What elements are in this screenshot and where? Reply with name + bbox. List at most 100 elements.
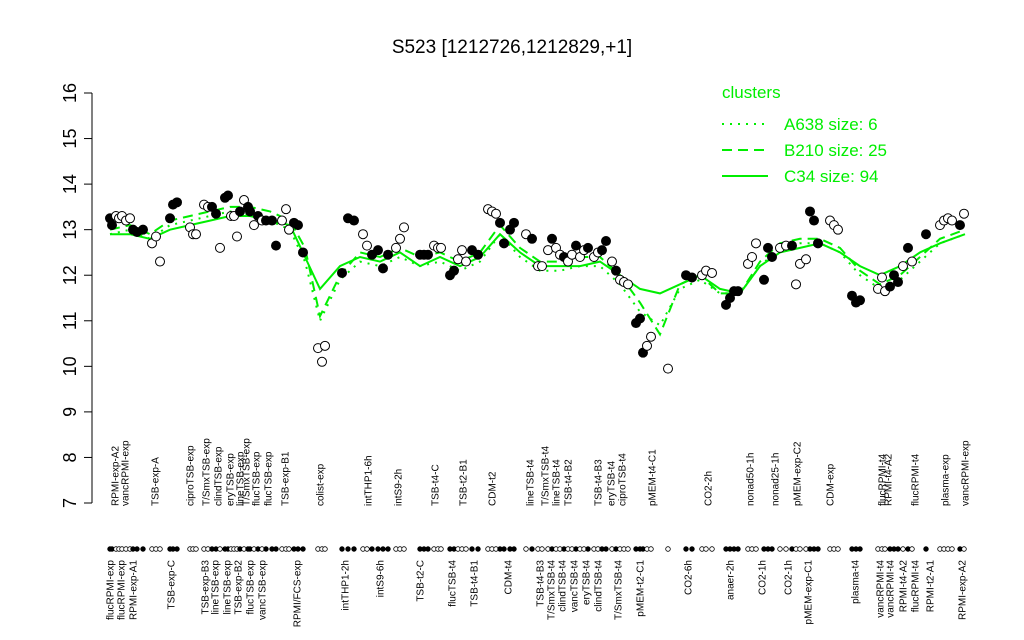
- x-tick-label: T/SmxTSB-t4: [547, 560, 558, 620]
- x-tick-label: eryTSB-t4: [582, 560, 593, 605]
- data-point: [298, 247, 308, 258]
- data-point: [358, 229, 368, 240]
- rug-dot: [295, 546, 301, 552]
- data-point: [955, 220, 965, 231]
- x-tick-label: clindTSB-t4: [594, 560, 605, 612]
- data-point: [877, 272, 887, 283]
- x-top-label: lineTSB-exp: [236, 451, 247, 506]
- data-point: [337, 267, 347, 278]
- data-point: [759, 274, 769, 285]
- data-point: [947, 215, 957, 226]
- rug-dot: [882, 546, 888, 552]
- data-point: [423, 249, 433, 260]
- data-point: [751, 238, 761, 249]
- x-tick-label: T/SmxTSB-t4: [614, 560, 625, 620]
- rug-dot: [193, 546, 199, 552]
- data-point: [707, 267, 717, 278]
- y-tick-label: 9: [60, 407, 80, 417]
- data-point: [611, 265, 621, 276]
- data-point: [687, 272, 697, 283]
- data-point: [281, 204, 291, 215]
- rug-dot: [300, 546, 306, 552]
- rug-dot: [380, 546, 386, 552]
- x-top-label: T/SmxTSB-t4: [541, 446, 552, 506]
- data-point: [571, 240, 581, 251]
- x-tick-label: TSB-exp-B3: [201, 560, 212, 615]
- x-tick-label: clindTSB-t4: [558, 560, 569, 612]
- x-tick-label: RPMI/FCS-exp: [293, 560, 304, 628]
- x-tick-label: CDM-t4: [504, 560, 515, 595]
- x-top-label: flucRPMI-t4: [878, 453, 889, 506]
- data-point: [151, 231, 161, 242]
- data-point: [125, 213, 135, 224]
- data-point: [495, 217, 505, 228]
- rug-dot: [134, 546, 140, 552]
- data-point: [747, 252, 757, 262]
- rug-dot: [797, 546, 803, 552]
- x-tick-label: pMEM-t2-C1: [636, 560, 647, 617]
- rug-dot: [339, 546, 345, 552]
- rug-dot: [961, 546, 967, 552]
- rug-dot: [603, 546, 609, 552]
- rug-dot: [345, 546, 351, 552]
- x-tick-label: flucRPMI-t4: [911, 560, 922, 613]
- rug-dot: [351, 546, 357, 552]
- rug-dot: [895, 546, 901, 552]
- x-top-label: eryTSB-t4: [607, 461, 618, 506]
- rug-dot: [140, 546, 146, 552]
- x-top-label: TSB-exp-A: [151, 457, 162, 506]
- data-point: [898, 261, 908, 272]
- x-top-label: TSB-t4-B3: [594, 459, 605, 506]
- data-point: [903, 242, 913, 253]
- rug-dot: [401, 546, 407, 552]
- rug-dot: [273, 546, 279, 552]
- rug-dot: [857, 546, 863, 552]
- x-tick-label: vancRPMI-t4: [886, 560, 897, 618]
- x-top-label: flucTSB-exp: [264, 451, 275, 506]
- data-point: [601, 236, 611, 247]
- y-tick-label: 15: [60, 129, 80, 149]
- rug-dot: [783, 546, 789, 552]
- rug-dot: [777, 546, 783, 552]
- rug-dot: [469, 546, 475, 552]
- rug-dot: [703, 546, 709, 552]
- data-point: [277, 215, 287, 226]
- rug-dot: [364, 546, 370, 552]
- rug-dot: [585, 546, 591, 552]
- data-point: [223, 190, 233, 201]
- x-tick-label: CO2-6h: [684, 560, 695, 595]
- data-point: [373, 245, 383, 256]
- data-point: [547, 233, 557, 244]
- rug-dot: [511, 546, 517, 552]
- data-point: [449, 265, 459, 276]
- x-tick-label: RPMI-exp-A2: [958, 560, 969, 620]
- data-point: [138, 224, 148, 235]
- rug-dot: [949, 546, 955, 552]
- rug-dot: [529, 546, 535, 552]
- x-tick-label: TSB-exp-C: [167, 560, 178, 609]
- rug-dot: [539, 546, 545, 552]
- rug-dot: [475, 546, 481, 552]
- x-top-label: vancRPMI-exp: [121, 440, 132, 506]
- x-top-label: CO2-2h: [704, 471, 715, 506]
- data-point: [461, 256, 471, 267]
- x-top-label: TSB-t2-B1: [459, 459, 470, 506]
- rug-dot: [815, 546, 821, 552]
- rug-dot: [438, 546, 444, 552]
- y-tick-label: 8: [60, 452, 80, 462]
- data-point: [107, 220, 117, 231]
- x-top-label: eryTSB-exp: [226, 453, 237, 506]
- x-tick-label: TSB-t2-C: [416, 560, 427, 602]
- legend-label: C34 size: 94: [784, 167, 879, 186]
- legend-label: A638 size: 6: [784, 115, 878, 134]
- y-tick-label: 7: [60, 498, 80, 508]
- x-top-label: intTHP1-6h: [364, 455, 375, 506]
- data-point: [349, 215, 359, 226]
- data-point: [791, 279, 801, 290]
- data-point: [907, 256, 917, 267]
- data-point: [383, 249, 393, 260]
- rug-dot: [683, 546, 689, 552]
- x-top-label: flucRPMI-t4: [911, 453, 922, 506]
- x-tick-label: vancTSB-exp: [258, 560, 269, 620]
- data-point: [813, 238, 823, 249]
